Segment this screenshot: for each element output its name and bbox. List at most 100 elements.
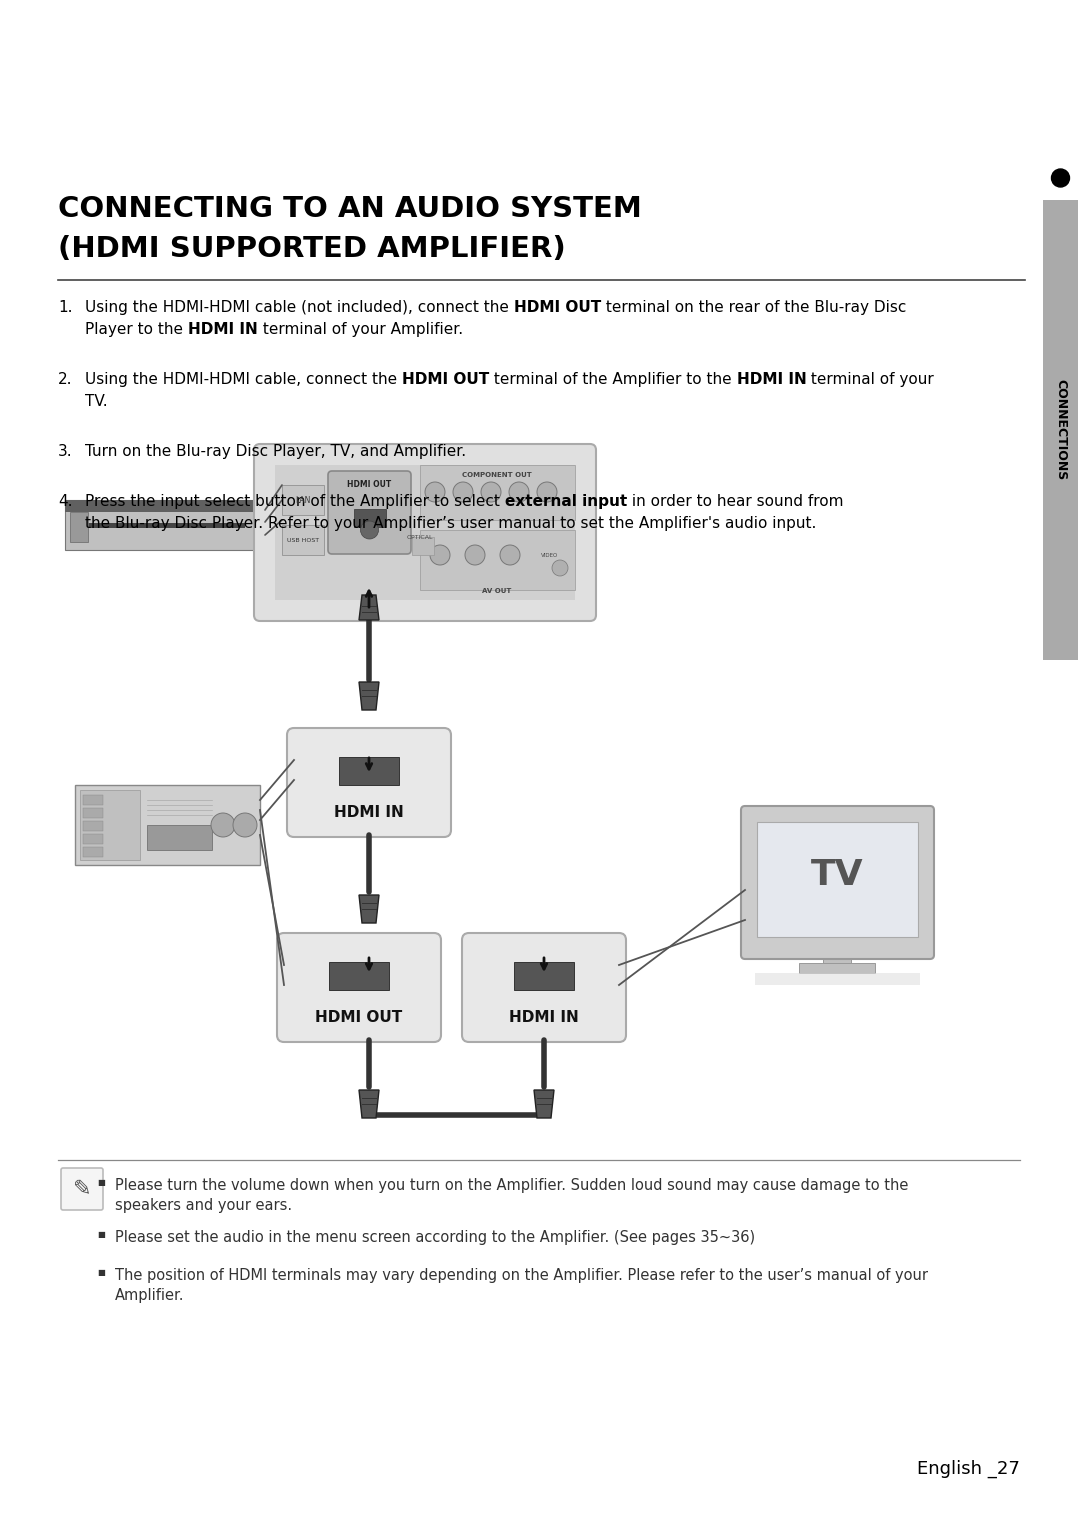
Text: in order to hear sound from: in order to hear sound from bbox=[627, 494, 843, 509]
Text: 4.: 4. bbox=[58, 494, 72, 509]
Bar bbox=[1043, 200, 1078, 659]
Bar bbox=[253, 520, 264, 528]
Text: terminal of your: terminal of your bbox=[807, 372, 934, 387]
Text: ✎: ✎ bbox=[72, 1180, 92, 1200]
Text: HDMI OUT: HDMI OUT bbox=[514, 300, 600, 315]
Circle shape bbox=[509, 482, 529, 502]
Text: Amplifier.: Amplifier. bbox=[114, 1288, 185, 1304]
FancyBboxPatch shape bbox=[276, 933, 441, 1042]
Text: Player to the: Player to the bbox=[85, 321, 188, 337]
Bar bbox=[282, 525, 324, 555]
Text: USB HOST: USB HOST bbox=[287, 537, 319, 543]
Text: Turn on the Blu-ray Disc Player, TV, and Amplifier.: Turn on the Blu-ray Disc Player, TV, and… bbox=[85, 444, 467, 459]
Text: ■: ■ bbox=[97, 1268, 105, 1278]
Bar bbox=[329, 962, 389, 990]
Bar bbox=[823, 952, 851, 962]
Text: ■: ■ bbox=[97, 1178, 105, 1187]
Circle shape bbox=[481, 482, 501, 502]
Bar bbox=[420, 529, 575, 591]
Bar bbox=[353, 509, 386, 526]
FancyBboxPatch shape bbox=[287, 728, 451, 837]
FancyBboxPatch shape bbox=[462, 933, 626, 1042]
Text: terminal of the Amplifier to the: terminal of the Amplifier to the bbox=[489, 372, 737, 387]
Circle shape bbox=[233, 812, 257, 837]
Text: terminal on the rear of the Blu-ray Disc: terminal on the rear of the Blu-ray Disc bbox=[600, 300, 906, 315]
Text: HDMI IN: HDMI IN bbox=[737, 372, 807, 387]
FancyBboxPatch shape bbox=[60, 1167, 103, 1210]
Text: CONNECTING TO AN AUDIO SYSTEM: CONNECTING TO AN AUDIO SYSTEM bbox=[58, 194, 642, 223]
Bar bbox=[65, 500, 265, 549]
Bar bbox=[83, 834, 103, 845]
Text: Using the HDMI-HDMI cable, connect the: Using the HDMI-HDMI cable, connect the bbox=[85, 372, 402, 387]
Text: Please turn the volume down when you turn on the Amplifier. Sudden loud sound ma: Please turn the volume down when you tur… bbox=[114, 1178, 908, 1193]
Text: HDMI OUT: HDMI OUT bbox=[348, 480, 392, 490]
Circle shape bbox=[1052, 168, 1069, 187]
Bar bbox=[147, 825, 212, 851]
Text: HDMI OUT: HDMI OUT bbox=[315, 1010, 403, 1025]
Bar bbox=[411, 537, 434, 555]
Text: terminal of your Amplifier.: terminal of your Amplifier. bbox=[258, 321, 462, 337]
Bar bbox=[70, 513, 87, 542]
Text: LAN: LAN bbox=[295, 496, 311, 505]
Text: English _27: English _27 bbox=[917, 1460, 1020, 1478]
FancyBboxPatch shape bbox=[254, 444, 596, 621]
Bar bbox=[757, 822, 918, 936]
Text: ■: ■ bbox=[97, 1230, 105, 1239]
Bar bbox=[275, 465, 575, 600]
Text: Press the input select button of the Amplifier to select: Press the input select button of the Amp… bbox=[85, 494, 504, 509]
Text: HDMI IN: HDMI IN bbox=[188, 321, 258, 337]
Circle shape bbox=[552, 560, 568, 575]
Bar bbox=[80, 789, 140, 860]
Text: the Blu-ray Disc Player. Refer to your Amplifier’s user manual to set the Amplif: the Blu-ray Disc Player. Refer to your A… bbox=[85, 516, 816, 531]
Bar bbox=[83, 848, 103, 857]
Circle shape bbox=[211, 812, 235, 837]
FancyBboxPatch shape bbox=[741, 806, 934, 959]
Bar bbox=[75, 785, 260, 864]
Bar bbox=[253, 508, 264, 516]
Polygon shape bbox=[359, 682, 379, 710]
Polygon shape bbox=[359, 895, 379, 923]
Text: Please set the audio in the menu screen according to the Amplifier. (See pages 3: Please set the audio in the menu screen … bbox=[114, 1230, 755, 1245]
Polygon shape bbox=[359, 595, 379, 620]
Bar bbox=[420, 465, 575, 520]
Circle shape bbox=[426, 482, 445, 502]
Text: CONNECTIONS: CONNECTIONS bbox=[1054, 379, 1067, 480]
Circle shape bbox=[453, 482, 473, 502]
Text: 1.: 1. bbox=[58, 300, 72, 315]
Text: The position of HDMI terminals may vary depending on the Amplifier. Please refer: The position of HDMI terminals may vary … bbox=[114, 1268, 928, 1284]
Bar bbox=[799, 962, 875, 973]
FancyBboxPatch shape bbox=[328, 471, 411, 554]
Bar bbox=[83, 822, 103, 831]
Bar bbox=[755, 973, 920, 985]
Text: TV: TV bbox=[811, 857, 864, 892]
Text: OPTICAL: OPTICAL bbox=[407, 534, 433, 540]
Text: 3.: 3. bbox=[58, 444, 72, 459]
Text: COMPONENT OUT: COMPONENT OUT bbox=[462, 471, 531, 477]
Bar bbox=[514, 962, 573, 990]
Text: (HDMI SUPPORTED AMPLIFIER): (HDMI SUPPORTED AMPLIFIER) bbox=[58, 236, 566, 263]
Text: TV.: TV. bbox=[85, 395, 108, 409]
Bar bbox=[253, 532, 264, 540]
Text: external input: external input bbox=[504, 494, 627, 509]
Polygon shape bbox=[534, 1089, 554, 1118]
Text: VIDEO: VIDEO bbox=[541, 552, 558, 557]
Text: Using the HDMI-HDMI cable (not included), connect the: Using the HDMI-HDMI cable (not included)… bbox=[85, 300, 514, 315]
Circle shape bbox=[500, 545, 519, 565]
Circle shape bbox=[537, 482, 557, 502]
Circle shape bbox=[361, 522, 378, 539]
Text: HDMI OUT: HDMI OUT bbox=[402, 372, 489, 387]
Bar bbox=[83, 808, 103, 819]
Text: HDMI IN: HDMI IN bbox=[334, 805, 404, 820]
Polygon shape bbox=[359, 1089, 379, 1118]
Text: AV OUT: AV OUT bbox=[483, 588, 512, 594]
Bar bbox=[65, 500, 265, 513]
Text: HDMI IN: HDMI IN bbox=[509, 1010, 579, 1025]
Bar bbox=[83, 796, 103, 805]
Text: speakers and your ears.: speakers and your ears. bbox=[114, 1198, 292, 1213]
Circle shape bbox=[465, 545, 485, 565]
Bar bbox=[282, 485, 324, 516]
Bar bbox=[339, 757, 399, 785]
Text: 2.: 2. bbox=[58, 372, 72, 387]
Circle shape bbox=[430, 545, 450, 565]
Bar bbox=[85, 523, 245, 528]
